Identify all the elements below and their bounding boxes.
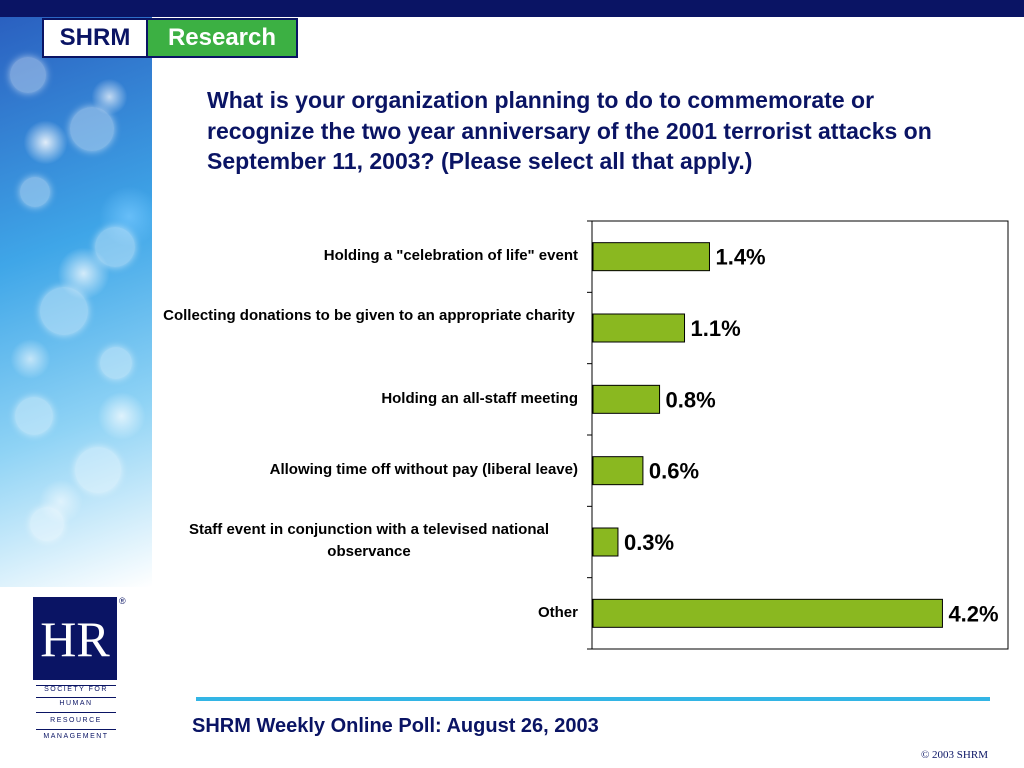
bar-label-time-off: Allowing time off without pay (liberal l…	[269, 461, 578, 478]
chart-frame	[587, 220, 1009, 650]
bar-label-celebration: Holding a "celebration of life" event	[323, 247, 578, 264]
bar	[592, 384, 661, 414]
bar-value-label: 0.3%	[624, 530, 674, 555]
bar	[592, 242, 710, 272]
plot-area-border	[591, 220, 1009, 650]
hr-logo: HR	[33, 597, 117, 680]
question-title: What is your organization planning to do…	[207, 87, 932, 174]
bar-value-label: 0.6%	[649, 459, 699, 484]
bar-label-other: Other	[537, 604, 578, 621]
footer-title: SHRM Weekly Online Poll: August 26, 2003	[192, 715, 599, 737]
top-bar	[0, 0, 1024, 17]
bar-label-all-staff-meeting: Holding an all-staff meeting	[381, 390, 578, 407]
registered-mark: ®	[119, 596, 126, 606]
hr-logo-line-4: MANAGEMENT	[43, 733, 109, 740]
bar	[592, 598, 943, 628]
bar-value-label: 1.1%	[691, 316, 741, 341]
copyright: © 2003 SHRM	[920, 749, 988, 761]
bar-value-label: 1.4%	[715, 245, 765, 270]
hr-logo-line-1: SOCIETY FOR	[44, 686, 108, 693]
bar-label-donations: Collecting donations to be given to an a…	[163, 307, 575, 324]
hr-logo-rule	[36, 729, 116, 730]
hr-logo-rule	[36, 685, 116, 686]
research-logo: Research	[148, 18, 298, 58]
shrm-logo: SHRM	[42, 18, 148, 58]
bar	[592, 313, 686, 343]
hr-logo-line-3: RESOURCE	[50, 717, 102, 724]
hr-logo-line-2: HUMAN	[59, 700, 93, 707]
hr-logo-rule	[36, 712, 116, 713]
bar-label-staff-event: Staff event in conjunction with a televi…	[188, 521, 550, 560]
bar-value-label: 0.8%	[666, 387, 716, 412]
bar	[592, 527, 619, 557]
side-decorative-panel	[0, 17, 152, 587]
footer-rule	[196, 697, 990, 701]
bar	[592, 456, 644, 486]
bar-value-label: 4.2%	[948, 601, 998, 626]
hr-logo-rule	[36, 697, 116, 698]
chart-bars	[592, 242, 943, 628]
chart-value-labels: 1.4% 1.1% 0.8% 0.6% 0.3% 4.2%	[624, 245, 999, 627]
